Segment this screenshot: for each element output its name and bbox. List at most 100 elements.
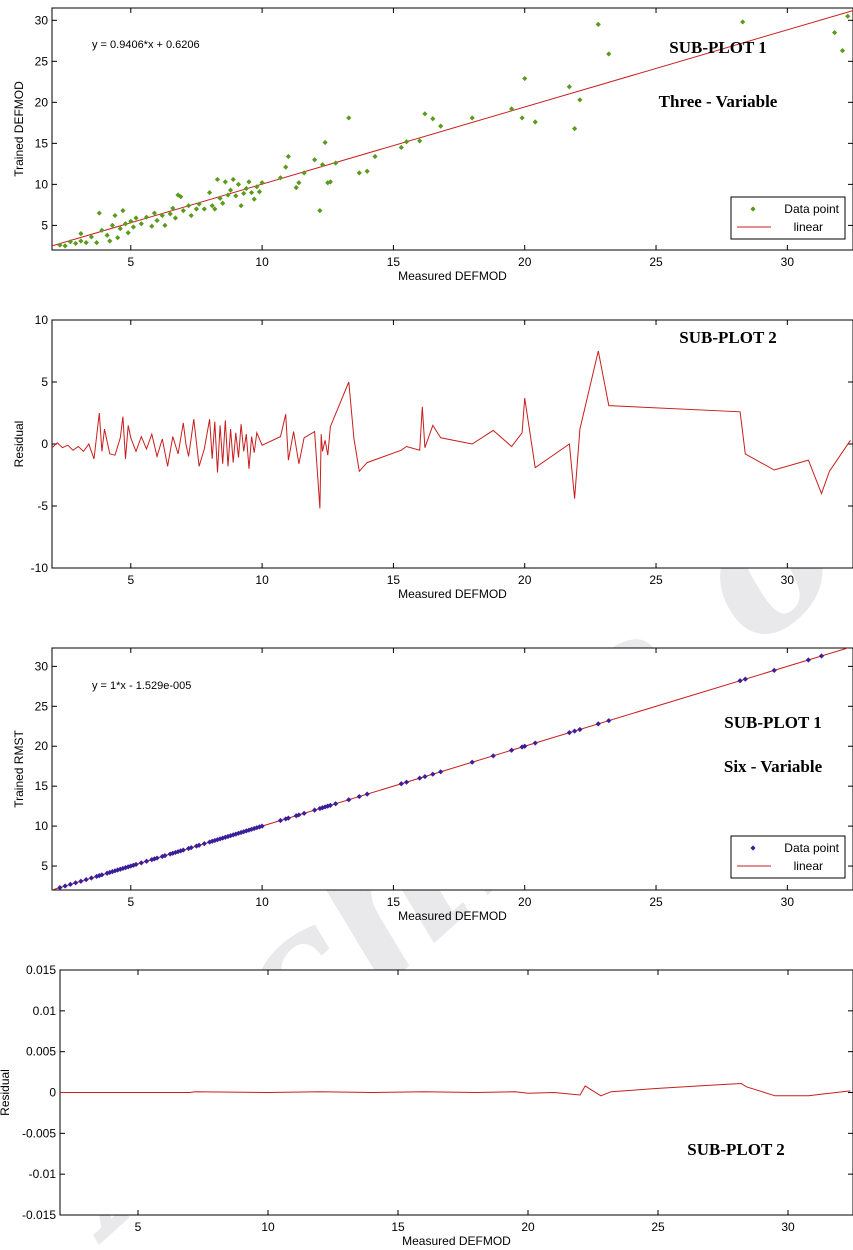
data-point: [430, 116, 436, 122]
data-point: [67, 239, 73, 245]
data-point: [99, 872, 105, 878]
data-point: [222, 179, 228, 185]
data-point: [214, 176, 221, 183]
y-tick-label: 10: [35, 819, 49, 833]
data-point: [577, 97, 583, 103]
data-point: [243, 828, 249, 834]
data-point: [138, 221, 144, 227]
data-point: [117, 866, 123, 872]
data-point: [201, 206, 207, 212]
data-point: [422, 111, 428, 117]
data-point: [256, 824, 263, 830]
data-point: [508, 106, 515, 112]
x-tick-label: 30: [781, 573, 795, 587]
data-point: [130, 224, 137, 230]
data-point: [438, 123, 444, 129]
data-point: [322, 804, 328, 810]
data-point: [364, 168, 370, 174]
x-tick-label: 25: [651, 1220, 665, 1234]
data-point: [154, 217, 160, 224]
data-point: [138, 860, 144, 866]
data-point: [162, 222, 168, 228]
data-point: [740, 19, 746, 25]
data-point: [107, 238, 113, 244]
data-point: [296, 812, 302, 818]
data-point: [293, 813, 299, 819]
data-point: [125, 230, 131, 236]
data-point: [117, 226, 123, 232]
data-point: [212, 206, 218, 212]
x-tick-label: 10: [255, 573, 269, 587]
data-point: [172, 215, 179, 221]
plot-area: [51, 319, 853, 569]
data-point: [839, 48, 846, 54]
x-tick-label: 30: [781, 895, 795, 909]
data-point: [519, 115, 525, 121]
data-point: [220, 200, 226, 206]
data-point: [259, 823, 265, 829]
data-point: [438, 769, 444, 775]
data-point: [201, 841, 207, 847]
data-point: [606, 51, 612, 57]
data-point: [143, 214, 150, 220]
data-point: [230, 832, 236, 838]
x-tick-label: 15: [387, 895, 401, 909]
x-tick-label: 5: [127, 573, 134, 587]
y-tick-label: 0: [41, 437, 48, 451]
data-point: [122, 221, 129, 227]
data-point: [333, 160, 339, 166]
fit-line: [52, 648, 850, 890]
subplot-1-three-variable-fit: 5 10 15 20 25 30 5 10 15 20 25 30 Measured DEFMOD Tra…: [12, 7, 853, 283]
data-point: [312, 157, 318, 163]
data-point: [230, 176, 236, 183]
data-point: [115, 235, 121, 241]
data-point: [317, 208, 323, 214]
data-point: [818, 653, 825, 659]
data-point: [246, 179, 252, 185]
data-point: [57, 242, 63, 248]
x-tick-label: 15: [391, 1220, 405, 1234]
data-point: [430, 771, 436, 777]
subplot-2-six-variable-residual: 5 10 15 20 25 30 -0.015 -0.01 -0.005 0 0.005 0.01 0.…: [0, 963, 853, 1248]
x-tick-label: 30: [781, 255, 795, 269]
y-tick-label: 0.015: [26, 963, 56, 977]
y-tick-label: -0.015: [22, 1208, 56, 1222]
x-tick-label: 20: [518, 573, 532, 587]
legend: Data point linear: [730, 835, 846, 879]
data-point: [346, 115, 352, 121]
data-point: [301, 170, 307, 176]
data-point: [293, 185, 299, 191]
data-point: [522, 743, 528, 749]
y-tick-label: 15: [35, 779, 49, 793]
y-axis-label: Residual: [12, 421, 26, 468]
x-tick-label: 25: [649, 895, 663, 909]
y-tick-label: 15: [35, 136, 49, 150]
x-axis-label: Measured DEFMOD: [398, 587, 507, 601]
legend-marker-data-point: [750, 845, 756, 851]
data-point: [238, 203, 244, 209]
y-tick-label: 25: [35, 699, 49, 713]
data-point: [62, 883, 68, 889]
data-point: [737, 678, 743, 684]
data-point: [225, 833, 231, 840]
data-point: [217, 195, 223, 201]
data-point: [372, 153, 378, 160]
subplot-1-six-variable-fit: 5 10 15 20 25 30 5 10 15 20 25 30 Measured DEFMOD Tra…: [12, 647, 853, 923]
data-point: [185, 203, 192, 209]
data-point: [233, 193, 239, 199]
data-point: [209, 203, 215, 209]
data-point: [99, 227, 105, 233]
data-point: [572, 125, 578, 132]
x-axis-label: Measured DEFMOD: [398, 269, 507, 283]
data-point: [403, 139, 410, 145]
data-point: [57, 885, 63, 890]
data-point: [532, 740, 538, 746]
data-point: [128, 863, 134, 869]
data-point: [206, 839, 213, 845]
y-tick-label: -5: [37, 499, 48, 513]
subplot-2-three-variable-residual: 5 10 15 20 25 30 -10 -5 0 5 10 Measured DEFMOD Resid…: [12, 313, 853, 601]
data-point: [469, 115, 475, 121]
data-point: [296, 180, 302, 186]
x-tick-label: 20: [518, 255, 532, 269]
